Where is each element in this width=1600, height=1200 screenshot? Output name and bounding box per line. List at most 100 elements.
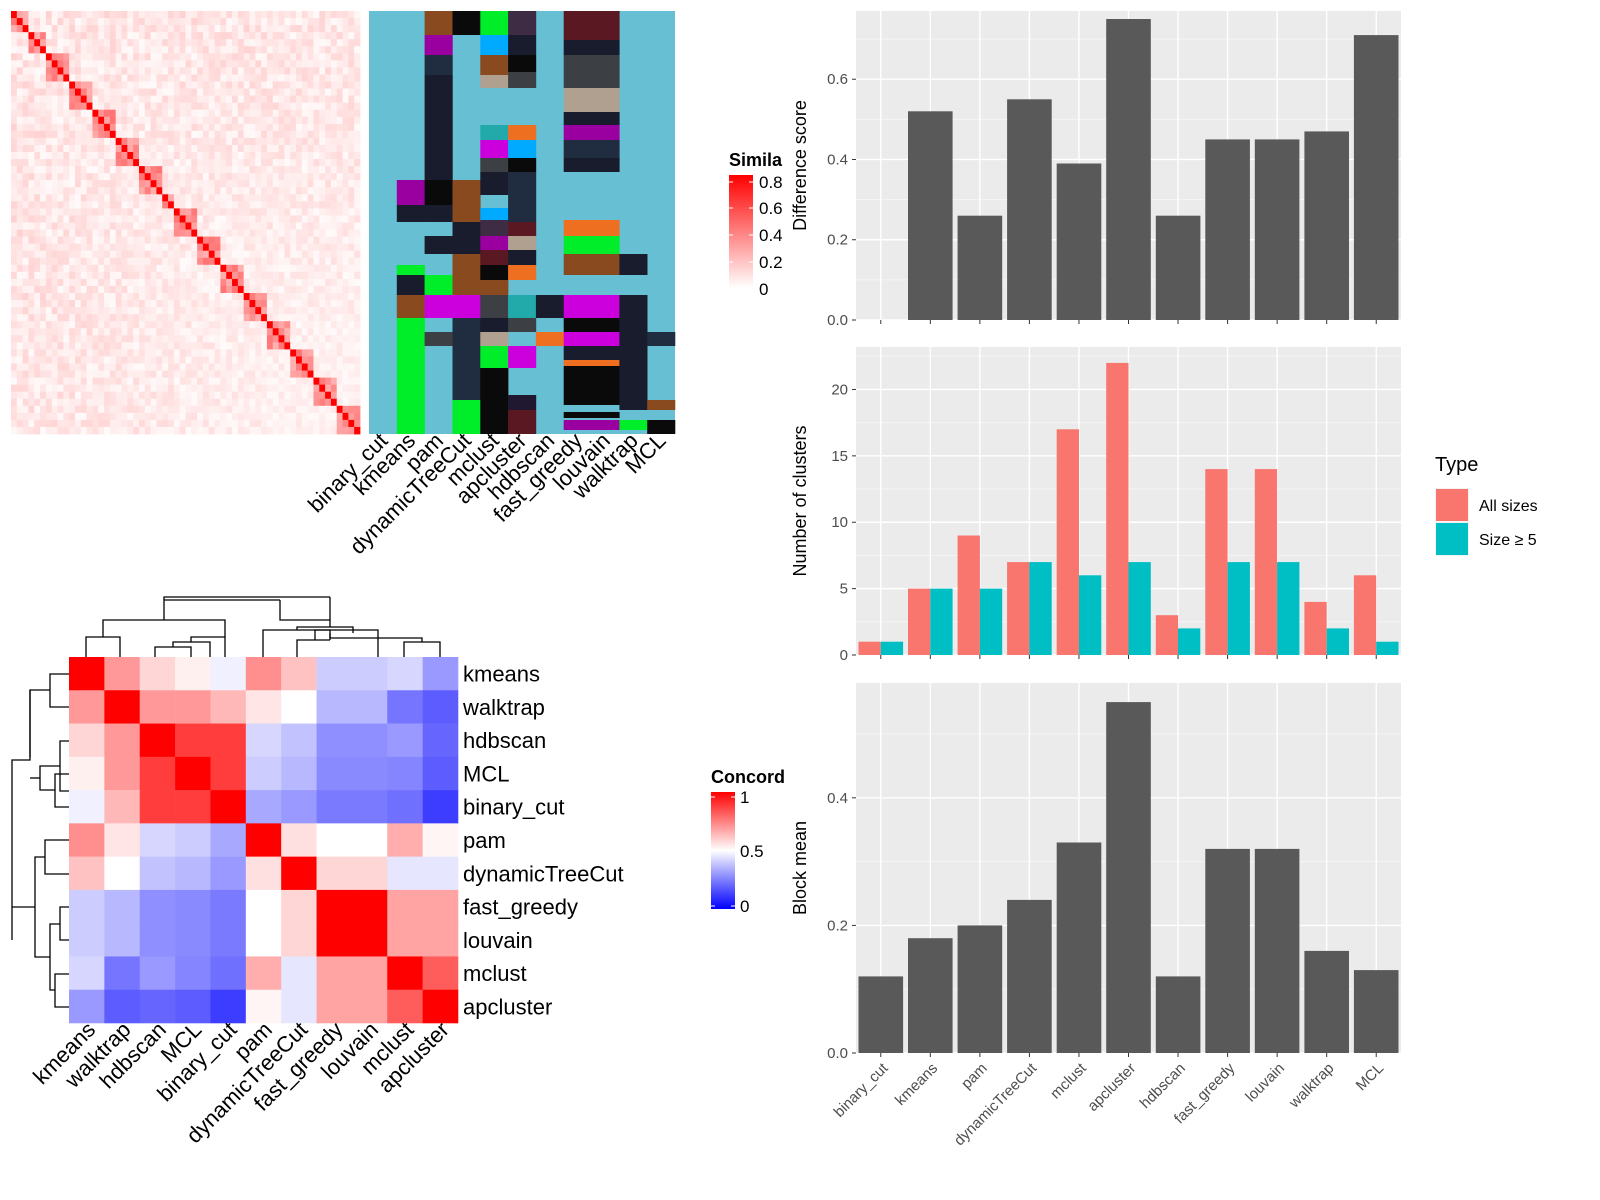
similarity-cell xyxy=(325,391,332,400)
similarity-cell xyxy=(127,328,134,336)
similarity-cell xyxy=(109,194,117,202)
similarity-cell xyxy=(348,271,355,280)
similarity-cell xyxy=(278,278,285,287)
similarity-cell xyxy=(109,321,117,329)
similarity-cell xyxy=(133,109,140,118)
similarity-cell xyxy=(133,25,140,33)
concordance-cell xyxy=(175,989,211,1024)
similarity-cell xyxy=(104,243,111,252)
similarity-cell xyxy=(319,166,326,174)
similarity-cell xyxy=(354,321,361,329)
dendrogram-branch xyxy=(102,619,226,637)
similarity-cell xyxy=(261,419,268,428)
similarity-cell xyxy=(162,314,169,322)
concordance-cell xyxy=(104,790,141,824)
similarity-cell xyxy=(16,25,24,33)
similarity-cell xyxy=(255,412,262,421)
similarity-cell xyxy=(63,335,70,343)
similarity-cell xyxy=(138,215,146,223)
similarity-cell xyxy=(185,109,192,118)
similarity-cell xyxy=(272,250,279,259)
similarity-cell xyxy=(325,39,332,47)
similarity-cell xyxy=(51,180,58,188)
similarity-cell xyxy=(74,300,82,308)
similarity-cell xyxy=(348,166,355,174)
similarity-cell xyxy=(278,39,285,47)
similarity-cell xyxy=(197,102,204,111)
similarity-cell xyxy=(121,144,128,153)
similarity-cell xyxy=(290,328,297,336)
similarity-cell xyxy=(226,314,233,322)
similarity-cell xyxy=(86,39,93,47)
similarity-cell xyxy=(162,88,169,96)
annotation-cluster-block xyxy=(480,172,509,195)
similarity-cell xyxy=(202,32,210,40)
similarity-cell xyxy=(249,285,256,294)
similarity-cell xyxy=(197,173,204,181)
similarity-cell xyxy=(127,222,134,230)
similarity-cell xyxy=(232,95,239,104)
similarity-cell xyxy=(28,201,35,209)
y-tick-label: 10 xyxy=(831,514,848,531)
similarity-cell xyxy=(11,67,18,75)
similarity-cell xyxy=(179,229,186,237)
similarity-cell xyxy=(63,166,70,174)
concordance-cell xyxy=(351,923,388,957)
similarity-cell xyxy=(208,391,215,400)
similarity-cell xyxy=(325,53,332,61)
similarity-cell xyxy=(354,102,361,111)
similarity-cell xyxy=(301,67,309,75)
similarity-cell xyxy=(272,356,279,364)
similarity-cell xyxy=(220,278,227,287)
concordance-cell xyxy=(139,823,176,857)
similarity-cell xyxy=(80,25,88,33)
similarity-cell xyxy=(220,426,227,435)
similarity-cell xyxy=(22,74,29,82)
similarity-cell xyxy=(121,194,128,202)
similarity-cell xyxy=(226,271,233,280)
concordance-cell xyxy=(69,923,105,957)
similarity-cell xyxy=(255,356,262,364)
similarity-cell xyxy=(109,243,117,252)
similarity-cell xyxy=(261,18,268,26)
similarity-cell xyxy=(150,328,157,336)
similarity-cell xyxy=(86,11,93,19)
similarity-cell xyxy=(237,208,245,216)
similarity-cell xyxy=(278,32,285,40)
concordance-cell xyxy=(139,989,176,1024)
similarity-cell xyxy=(179,109,186,118)
similarity-cell xyxy=(185,116,192,125)
concordance-cell xyxy=(387,923,423,957)
similarity-cell xyxy=(272,285,279,294)
similarity-cell xyxy=(69,328,76,336)
similarity-cell xyxy=(330,166,338,174)
similarity-cell xyxy=(40,95,47,104)
similarity-cell xyxy=(45,39,53,47)
similarity-cell xyxy=(168,88,175,96)
similarity-cell xyxy=(63,342,70,350)
similarity-cell xyxy=(197,250,204,259)
annotation-cluster-block xyxy=(508,55,537,72)
similarity-cell xyxy=(86,398,93,407)
similarity-cell xyxy=(214,11,221,19)
concordance-cell xyxy=(69,690,105,724)
similarity-cell xyxy=(336,412,343,421)
similarity-cell xyxy=(92,356,99,364)
similarity-cell xyxy=(232,194,239,202)
similarity-cell xyxy=(197,391,204,400)
similarity-cell xyxy=(121,46,128,54)
similarity-cell xyxy=(11,25,18,33)
similarity-cell xyxy=(226,137,233,146)
similarity-cell xyxy=(138,81,146,89)
similarity-cell xyxy=(208,271,215,280)
similarity-cell xyxy=(342,25,349,33)
similarity-cell xyxy=(208,159,215,167)
similarity-cell xyxy=(40,11,47,19)
similarity-cell xyxy=(284,314,291,322)
similarity-cell xyxy=(156,285,163,294)
similarity-cell xyxy=(104,81,111,89)
similarity-cell xyxy=(69,391,76,400)
concordance-cell xyxy=(210,756,247,791)
similarity-cell xyxy=(284,257,291,266)
